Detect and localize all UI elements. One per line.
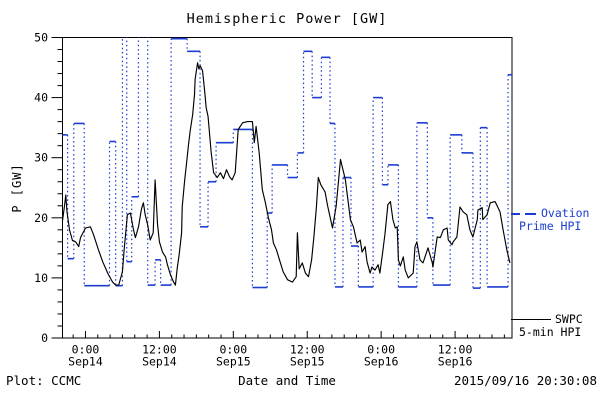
x-tick-label-time: 0:00: [219, 343, 247, 357]
legend-ovation-prime-hpi: Ovation Prime HPI: [511, 207, 589, 233]
ovation-hpi-line: [62, 37, 512, 289]
y-tick-label: 40: [34, 91, 48, 105]
y-axis-ticks: [51, 37, 63, 339]
y-tick-label: 20: [34, 211, 48, 225]
x-tick-label-time: 0:00: [367, 343, 395, 357]
y-tick-label: 30: [34, 151, 48, 165]
legend-swpc-row1: SWPC: [511, 313, 583, 326]
x-tick-label-date: Sep14: [142, 355, 177, 369]
y-tick-label: 50: [34, 31, 48, 45]
y-tick-labels: 0 10 20 30 40 50: [34, 31, 48, 346]
x-tick-label-time: 12:00: [142, 343, 177, 357]
ovation-legend-dash-line: [525, 212, 536, 215]
swpc-hpi-line: [62, 62, 511, 286]
ovation-axis-tick-line: [511, 212, 520, 215]
legend-ovation-label-line1: Ovation: [541, 206, 590, 220]
x-axis-ticks: [72, 331, 505, 338]
x-tick-label-time: 0:00: [72, 343, 100, 357]
x-tick-labels: 0:00Sep1412:00Sep140:00Sep1512:00Sep150:…: [68, 343, 472, 369]
plot-credit: Plot: CCMC: [6, 373, 82, 388]
page-title: Hemispheric Power [GW]: [186, 11, 388, 27]
x-tick-label-date: Sep15: [216, 355, 251, 369]
x-tick-label-date: Sep16: [438, 355, 473, 369]
legend-swpc-label-line1: SWPC: [555, 312, 583, 326]
x-axis-label: Date and Time: [238, 373, 336, 388]
legend-swpc-label-line2: 5-min HPI: [519, 325, 582, 339]
x-tick-label-date: Sep14: [68, 355, 103, 369]
x-tick-label-time: 12:00: [438, 343, 473, 357]
legend-ovation-label-line2: Prime HPI: [519, 219, 582, 233]
legend-ovation-row1: Ovation: [511, 207, 589, 220]
y-tick-label: 10: [34, 271, 48, 285]
x-tick-label-time: 12:00: [290, 343, 325, 357]
x-tick-label-date: Sep15: [290, 355, 325, 369]
x-tick-label-date: Sep16: [364, 355, 399, 369]
plot-timestamp: 2015/09/16 20:30:08: [454, 373, 597, 388]
swpc-legend-line: [511, 319, 551, 320]
y-tick-label: 0: [41, 331, 48, 345]
legend-swpc-hpi: SWPC 5-min HPI: [511, 313, 583, 339]
y-axis-label: P [GW]: [10, 163, 24, 213]
plot-frame: [62, 37, 513, 339]
